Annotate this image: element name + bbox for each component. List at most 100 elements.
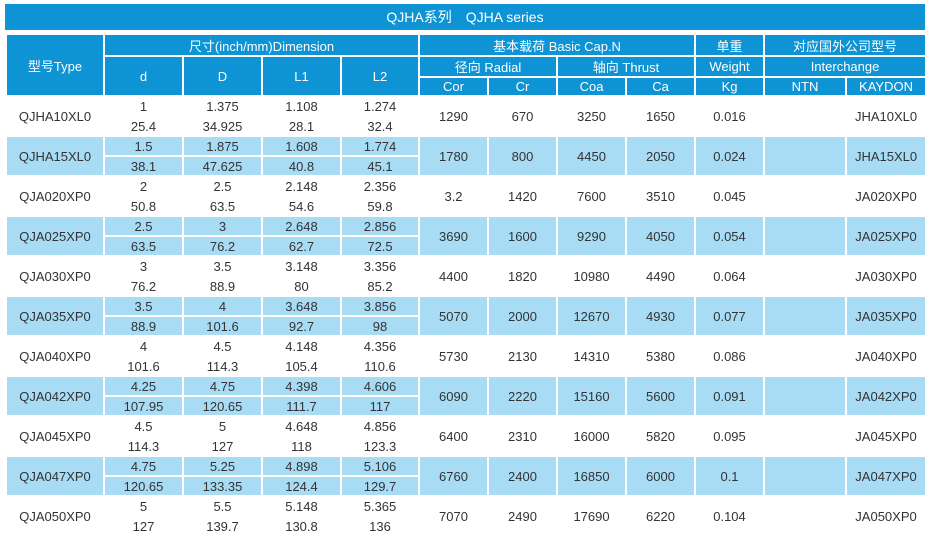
cell-D-inch: 3.5 [182,255,263,277]
cell-L1-inch: 2.148 [261,175,342,197]
cell-cor: 4400 [418,255,490,297]
table-row-inch: QJA020XP0 2 2.5 2.148 2.356 3.2 1420 7600 3510 0.… [5,175,928,217]
series-title-bar: QJHA系列 QJHA series [5,4,925,30]
table-row-mm: 127 139.7 130.8 136 [6,515,926,537]
cell-kaydon: JHA10XL0 [845,95,928,137]
cell-cor: 3.2 [418,175,490,217]
cell-d-mm: 101.6 [103,355,184,377]
table-row-inch: QJA050XP0 5 5.5 5.148 5.365 7070 2490 17690 6220… [5,495,928,537]
cell-kaydon: JA040XP0 [845,335,928,377]
cell-L1-inch: 4.398 [261,375,342,397]
cell-weight-kg: 0.1 [694,455,766,497]
table-row-inch: QJHA15XL0 1.5 1.875 1.608 1.774 1780 800 4450 20… [5,135,928,177]
header-basic-cap: 基本载荷 Basic Cap.N [418,33,697,57]
cell-kaydon: JA030XP0 [845,255,928,297]
header-L1: L1 [261,55,342,97]
cell-L2-mm: 45.1 [339,155,421,177]
cell-cor: 1780 [418,135,490,177]
cell-ca: 4050 [625,215,697,257]
cell-D-mm: 101.6 [182,315,263,337]
cell-cr: 670 [487,95,559,137]
table-row-inch: QJA030XP0 3 3.5 3.148 3.356 4400 1820 10980 4490… [5,255,928,297]
cell-model-type: QJHA15XL0 [5,135,105,177]
table-row-inch: QJA040XP0 4 4.5 4.148 4.356 5730 2130 14310 5380… [5,335,928,377]
cell-L2-inch: 3.856 [339,295,421,317]
cell-cr: 1420 [487,175,559,217]
cell-L2-inch: 2.856 [339,215,421,237]
cell-weight-kg: 0.104 [694,495,766,537]
cell-D-inch: 2.5 [182,175,263,197]
header-cor: Cor [418,76,490,97]
cell-L1-inch: 1.108 [261,95,342,117]
cell-kaydon: JA045XP0 [845,415,928,457]
cell-ca: 6220 [625,495,697,537]
header-d: d [103,55,184,97]
table-row-mm: 88.9 101.6 92.7 98 [6,315,926,337]
cell-model-type: QJA050XP0 [5,495,105,537]
cell-ca: 6000 [625,455,697,497]
cell-L2-mm: 123.3 [339,435,421,457]
cell-D-inch: 4.5 [182,335,263,357]
cell-cr: 2000 [487,295,559,337]
table-row-mm: 101.6 114.3 105.4 110.6 [6,355,926,377]
cell-d-inch: 1.5 [103,135,184,157]
cell-weight-kg: 0.064 [694,255,766,297]
table-row-inch: QJA045XP0 4.5 5 4.648 4.856 6400 2310 16000 5820… [5,415,928,457]
cell-weight-kg: 0.045 [694,175,766,217]
cell-cr: 800 [487,135,559,177]
header-D: D [182,55,263,97]
table-body: QJHA10XL0 1 1.375 1.108 1.274 1290 670 3250 1650… [5,95,928,537]
table-row-mm: 63.5 76.2 62.7 72.5 [6,235,926,257]
cell-ca: 4490 [625,255,697,297]
header-L2: L2 [339,55,421,97]
cell-L2-inch: 5.365 [339,495,421,517]
cell-cr: 1600 [487,215,559,257]
cell-coa: 3250 [556,95,628,137]
cell-ntn [763,335,848,377]
cell-coa: 4450 [556,135,628,177]
cell-L1-mm: 105.4 [261,355,342,377]
cell-D-mm: 88.9 [182,275,263,297]
cell-weight-kg: 0.091 [694,375,766,417]
cell-L2-inch: 4.856 [339,415,421,437]
cell-L2-inch: 2.356 [339,175,421,197]
cell-L1-inch: 3.148 [261,255,342,277]
cell-weight-kg: 0.077 [694,295,766,337]
cell-cor: 1290 [418,95,490,137]
cell-kaydon: JA042XP0 [845,375,928,417]
cell-D-mm: 127 [182,435,263,457]
cell-L1-inch: 3.648 [261,295,342,317]
cell-ntn [763,455,848,497]
cell-coa: 12670 [556,295,628,337]
table-row-mm: 120.65 133.35 124.4 129.7 [6,475,926,497]
cell-D-inch: 5 [182,415,263,437]
cell-kaydon: JA047XP0 [845,455,928,497]
header-kg: Kg [694,76,766,97]
cell-ntn [763,215,848,257]
cell-model-type: QJA035XP0 [5,295,105,337]
header-interchange: Interchange [763,55,928,78]
series-title-en: QJHA series [465,9,544,25]
cell-ntn [763,95,848,137]
cell-d-inch: 2 [103,175,184,197]
cell-d-mm: 107.95 [103,395,184,417]
cell-L1-mm: 92.7 [261,315,342,337]
cell-L2-inch: 1.774 [339,135,421,157]
table-row-inch: QJA042XP0 4.25 4.75 4.398 4.606 6090 2220 15160… [5,375,928,417]
cell-coa: 10980 [556,255,628,297]
cell-coa: 17690 [556,495,628,537]
cell-weight-kg: 0.086 [694,335,766,377]
cell-cor: 6400 [418,415,490,457]
cell-L1-mm: 130.8 [261,515,342,537]
cell-L1-mm: 111.7 [261,395,342,417]
cell-d-mm: 25.4 [103,115,184,137]
cell-d-mm: 38.1 [103,155,184,177]
cell-ca: 5600 [625,375,697,417]
cell-d-inch: 4.5 [103,415,184,437]
header-ca: Ca [625,76,697,97]
cell-L2-mm: 59.8 [339,195,421,217]
cell-L2-mm: 32.4 [339,115,421,137]
cell-d-mm: 76.2 [103,275,184,297]
cell-model-type: QJA025XP0 [5,215,105,257]
